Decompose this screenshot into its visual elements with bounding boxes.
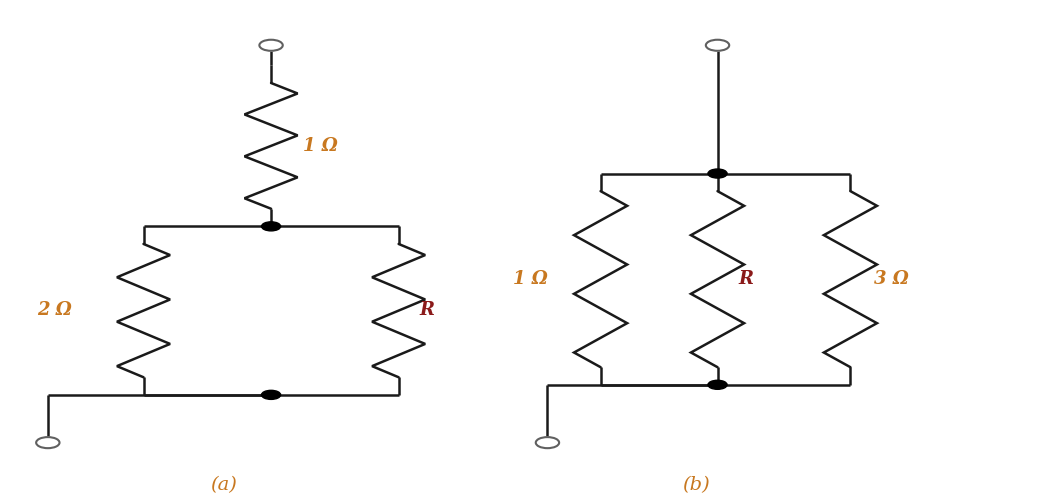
Text: (b): (b) bbox=[682, 476, 710, 494]
Text: (a): (a) bbox=[209, 476, 237, 494]
Circle shape bbox=[706, 40, 729, 51]
Text: 1 Ω: 1 Ω bbox=[303, 137, 338, 155]
Text: R: R bbox=[420, 301, 435, 319]
Circle shape bbox=[536, 437, 559, 448]
Text: 1 Ω: 1 Ω bbox=[513, 270, 549, 288]
Circle shape bbox=[259, 40, 283, 51]
Circle shape bbox=[708, 380, 727, 389]
Circle shape bbox=[261, 390, 281, 399]
Circle shape bbox=[261, 222, 281, 231]
Text: 2 Ω: 2 Ω bbox=[37, 301, 72, 319]
Text: R: R bbox=[739, 270, 754, 288]
Circle shape bbox=[36, 437, 60, 448]
Text: 3 Ω: 3 Ω bbox=[874, 270, 909, 288]
Circle shape bbox=[708, 169, 727, 178]
